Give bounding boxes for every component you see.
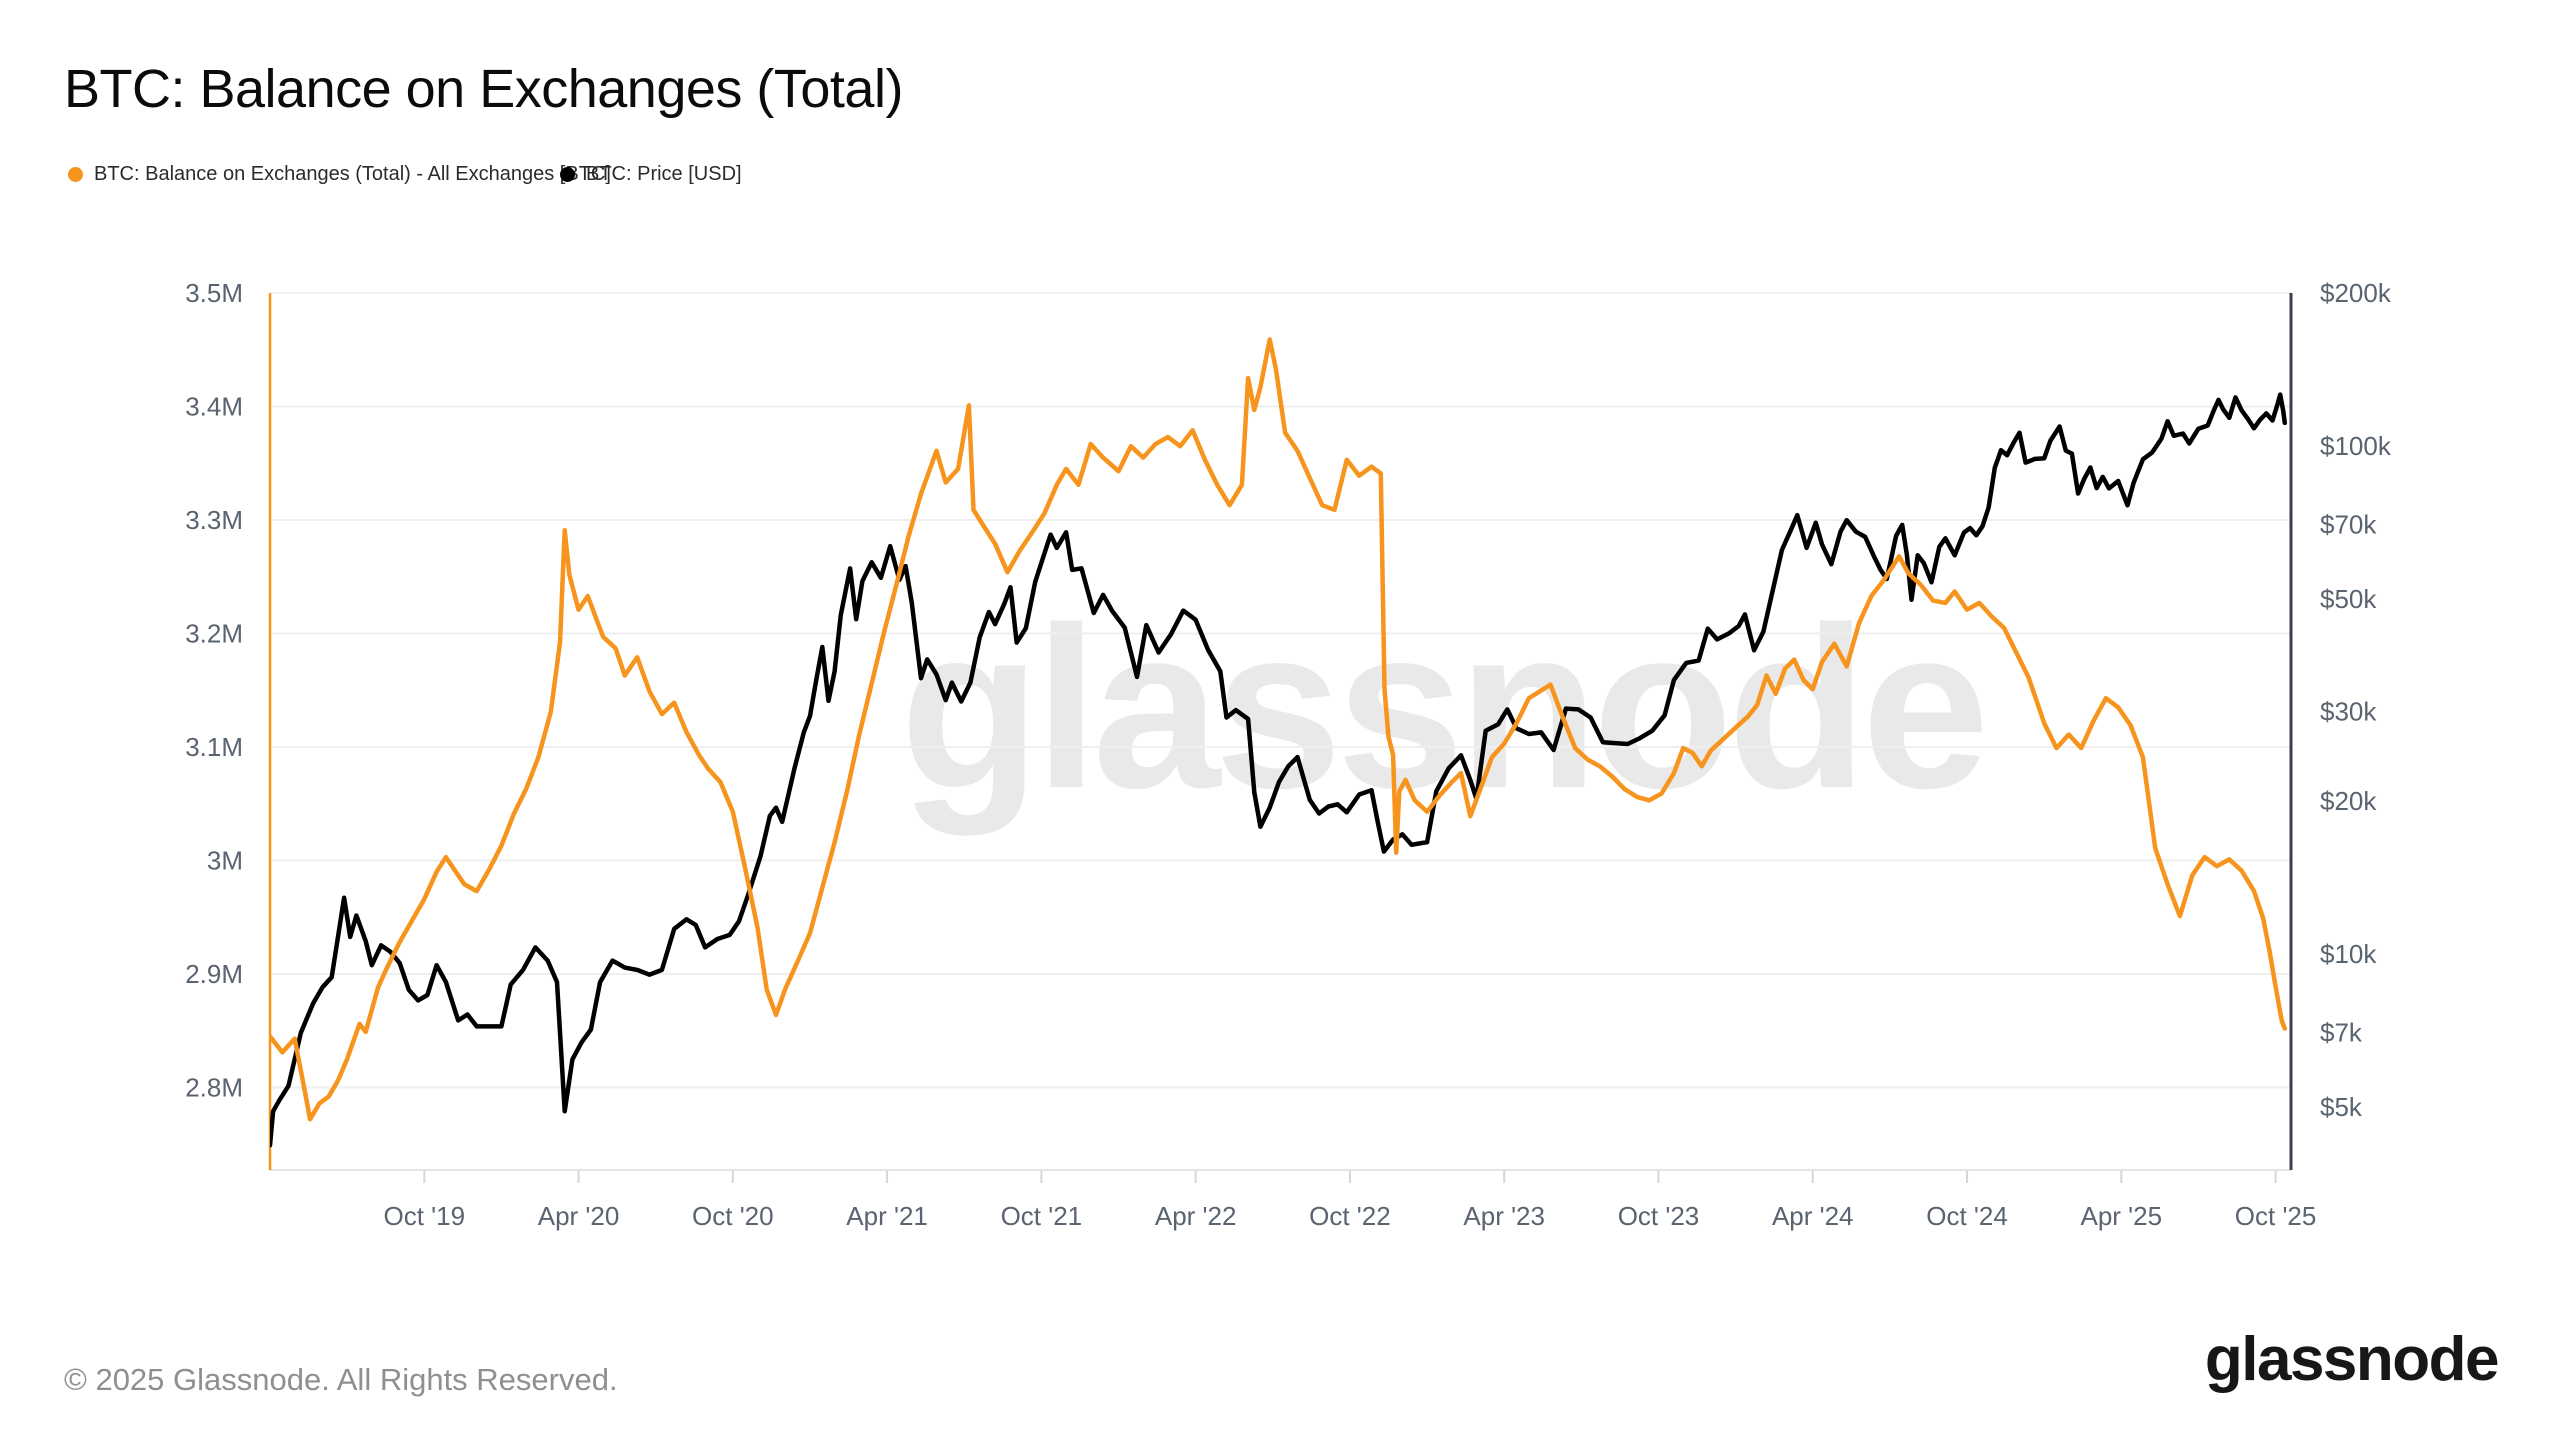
x-axis-tick-label: Oct '22 (1309, 1201, 1391, 1231)
x-axis-tick-label: Apr '25 (2081, 1201, 2163, 1231)
left-axis-tick-label: 3.2M (185, 619, 243, 649)
legend-dot-price-icon (560, 166, 575, 182)
right-axis-tick-label: $200k (2320, 278, 2392, 308)
left-axis-tick-label: 3.1M (185, 732, 243, 762)
x-axis-tick-label: Apr '22 (1155, 1201, 1237, 1231)
right-axis-tick-label: $20k (2320, 786, 2377, 816)
x-axis-tick-label: Oct '24 (1926, 1201, 2008, 1231)
right-axis-tick-label: $5k (2320, 1092, 2363, 1122)
left-axis-tick-label: 2.8M (185, 1073, 243, 1103)
copyright-text: © 2025 Glassnode. All Rights Reserved. (64, 1362, 618, 1397)
x-axis-tick-label: Apr '23 (1463, 1201, 1545, 1231)
left-axis-tick-label: 2.9M (185, 959, 243, 989)
legend-item-price[interactable]: BTC: Price [USD] (560, 160, 742, 188)
balance-series-line (270, 337, 2288, 1122)
page-title: BTC: Balance on Exchanges (Total) (64, 59, 903, 119)
right-axis-tick-label: $100k (2320, 431, 2392, 461)
x-axis-tick-label: Oct '19 (383, 1201, 465, 1231)
left-axis-tick-label: 3.4M (185, 392, 243, 422)
left-axis-tick-label: 3M (207, 846, 243, 876)
legend-label-balance: BTC: Balance on Exchanges (Total) - All … (94, 162, 611, 185)
x-axis-tick-label: Apr '24 (1772, 1201, 1854, 1231)
right-axis-tick-label: $70k (2320, 510, 2377, 540)
price-series-line (270, 392, 2288, 1148)
x-axis-tick-label: Oct '20 (692, 1201, 774, 1231)
right-axis-tick-label: $7k (2320, 1018, 2363, 1048)
x-axis-tick-label: Oct '25 (2235, 1201, 2317, 1231)
left-axis-tick-label: 3.5M (185, 278, 243, 308)
legend-dot-balance-icon (68, 166, 83, 182)
right-axis-tick-label: $50k (2320, 584, 2377, 614)
right-axis-tick-label: $10k (2320, 939, 2377, 969)
legend-item-balance[interactable]: BTC: Balance on Exchanges (Total) - All … (68, 160, 611, 188)
x-axis-tick-label: Apr '21 (846, 1201, 928, 1231)
right-axis-tick-label: $30k (2320, 697, 2377, 727)
x-axis-tick-label: Apr '20 (538, 1201, 620, 1231)
x-axis-tick-label: Oct '23 (1618, 1201, 1700, 1231)
legend-label-price: BTC: Price [USD] (586, 162, 742, 185)
left-axis-tick-label: 3.3M (185, 505, 243, 535)
x-axis-tick-label: Oct '21 (1001, 1201, 1083, 1231)
glassnode-logo: glassnode (2204, 1325, 2500, 1394)
